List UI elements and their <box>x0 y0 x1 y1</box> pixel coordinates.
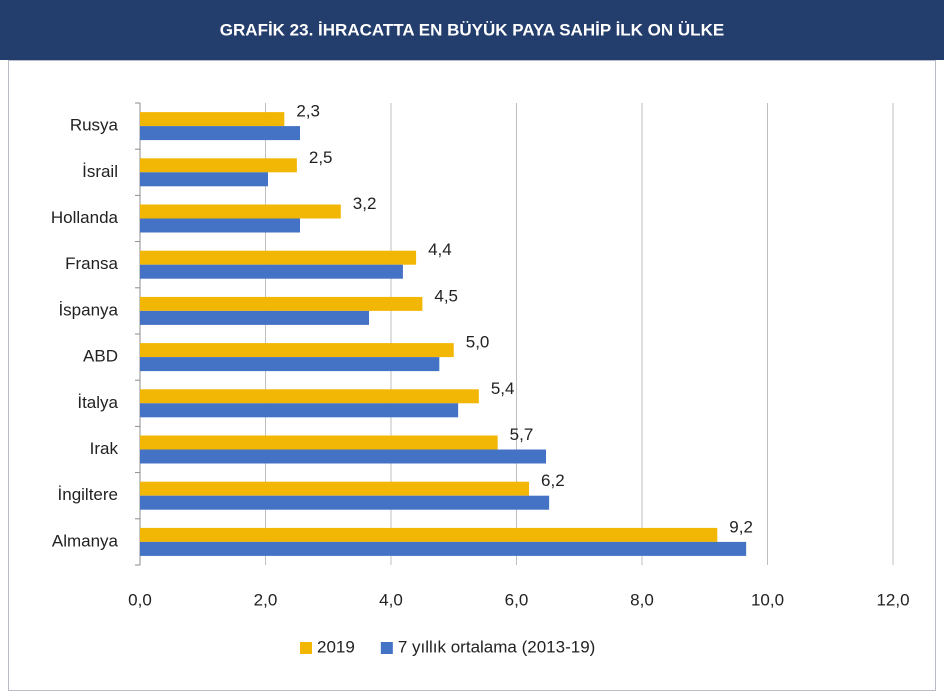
bar <box>140 527 718 542</box>
bar <box>140 403 459 418</box>
value-label: 6,2 <box>541 471 565 490</box>
bar <box>140 449 546 464</box>
y-tick-label: İtalya <box>77 393 118 412</box>
legend-label: 2019 <box>317 637 355 656</box>
x-tick-label: 10,0 <box>751 590 784 609</box>
y-tick-label: Irak <box>90 439 119 458</box>
y-tick-label: Rusya <box>70 116 119 135</box>
y-tick-label: ABD <box>83 347 118 366</box>
bar <box>140 310 370 325</box>
legend-swatch <box>380 642 393 654</box>
value-label: 2,3 <box>296 102 320 121</box>
value-label: 5,4 <box>491 379 515 398</box>
x-tick-label: 12,0 <box>876 590 909 609</box>
y-tick-label: Hollanda <box>51 208 119 227</box>
bar <box>140 389 479 404</box>
legend-label: 7 yıllık ortalama (2013-19) <box>398 637 595 656</box>
value-label: 4,4 <box>428 240 452 259</box>
legend-swatch <box>300 642 312 654</box>
bar <box>140 250 417 265</box>
x-tick-label: 8,0 <box>630 590 654 609</box>
value-label: 3,2 <box>353 194 377 213</box>
value-label: 9,2 <box>729 517 753 536</box>
chart-title: GRAFİK 23. İHRACATTA EN BÜYÜK PAYA SAHİP… <box>220 20 724 39</box>
bar <box>140 218 301 233</box>
header-band <box>0 0 944 60</box>
x-tick-label: 0,0 <box>128 590 152 609</box>
bar <box>140 126 301 141</box>
x-tick-label: 4,0 <box>379 590 403 609</box>
value-label: 5,7 <box>510 425 534 444</box>
value-label: 4,5 <box>434 286 458 305</box>
x-tick-label: 6,0 <box>505 590 529 609</box>
bar <box>140 435 498 450</box>
bar <box>140 158 297 173</box>
value-label: 2,5 <box>309 148 333 167</box>
y-tick-label: Almanya <box>52 531 119 550</box>
bar <box>140 495 550 510</box>
bar <box>140 264 403 279</box>
bar <box>140 481 530 496</box>
bar <box>140 296 423 311</box>
y-tick-label: İngiltere <box>58 485 118 504</box>
bar <box>140 541 747 556</box>
bar <box>140 204 341 219</box>
chart-frame <box>8 60 936 691</box>
bar <box>140 112 285 127</box>
bar <box>140 172 269 187</box>
y-tick-label: Fransa <box>65 254 118 273</box>
y-tick-label: İsrail <box>82 162 118 181</box>
bar <box>140 357 440 372</box>
y-tick-label: İspanya <box>58 300 118 319</box>
x-tick-label: 2,0 <box>254 590 278 609</box>
value-label: 5,0 <box>466 333 490 352</box>
bar <box>140 343 454 358</box>
